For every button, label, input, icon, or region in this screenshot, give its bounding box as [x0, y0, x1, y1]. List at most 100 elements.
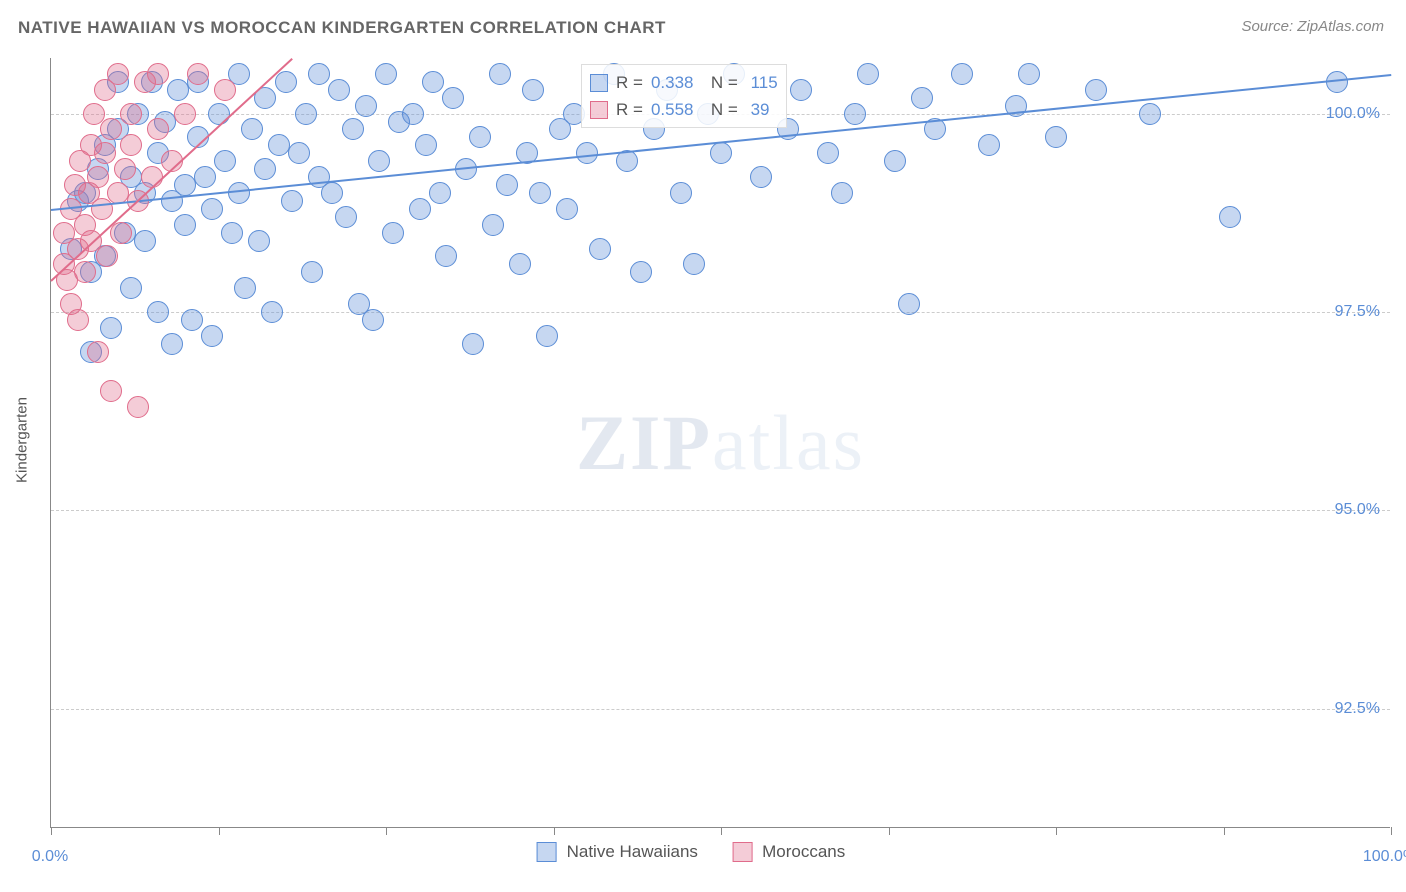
x-tick [889, 827, 890, 835]
data-point [589, 238, 611, 260]
data-point [208, 103, 230, 125]
data-point [529, 182, 551, 204]
data-point [831, 182, 853, 204]
data-point [415, 134, 437, 156]
data-point [100, 380, 122, 402]
data-point [187, 63, 209, 85]
data-point [442, 87, 464, 109]
data-point [174, 103, 196, 125]
data-point [83, 103, 105, 125]
data-point [482, 214, 504, 236]
data-point [301, 261, 323, 283]
data-point [1085, 79, 1107, 101]
data-point [100, 118, 122, 140]
data-point [261, 301, 283, 323]
x-tick [554, 827, 555, 835]
data-point [496, 174, 518, 196]
data-point [362, 309, 384, 331]
legend-swatch [732, 842, 752, 862]
data-point [295, 103, 317, 125]
x-tick-label: 0.0% [32, 848, 68, 866]
data-point [978, 134, 1000, 156]
data-point [683, 253, 705, 275]
x-tick-label: 100.0% [1363, 848, 1406, 866]
data-point [469, 126, 491, 148]
data-point [254, 158, 276, 180]
data-point [94, 142, 116, 164]
data-point [201, 198, 223, 220]
data-point [630, 261, 652, 283]
bottom-legend: Native Hawaiians Moroccans [537, 842, 870, 862]
data-point [288, 142, 310, 164]
legend-n-value: 115 [746, 69, 778, 96]
data-point [174, 214, 196, 236]
data-point [342, 118, 364, 140]
x-tick [51, 827, 52, 835]
data-point [248, 230, 270, 252]
data-point [817, 142, 839, 164]
data-point [409, 198, 431, 220]
x-tick [1224, 827, 1225, 835]
data-point [87, 341, 109, 363]
data-point [321, 182, 343, 204]
data-point [710, 142, 732, 164]
data-point [429, 182, 451, 204]
data-point [174, 174, 196, 196]
data-point [275, 71, 297, 93]
data-point [100, 317, 122, 339]
data-point [214, 79, 236, 101]
data-point [911, 87, 933, 109]
data-point [536, 325, 558, 347]
data-point [509, 253, 531, 275]
data-point [844, 103, 866, 125]
data-point [1219, 206, 1241, 228]
data-point [884, 150, 906, 172]
data-point [107, 63, 129, 85]
data-point [522, 79, 544, 101]
data-point [435, 245, 457, 267]
stats-legend-row: R =0.558 N = 39 [590, 96, 778, 123]
chart-container: NATIVE HAWAIIAN VS MOROCCAN KINDERGARTEN… [0, 0, 1406, 892]
x-tick [1391, 827, 1392, 835]
data-point [857, 63, 879, 85]
legend-r-value: 0.338 [651, 69, 694, 96]
gridline [51, 510, 1390, 511]
data-point [201, 325, 223, 347]
stats-legend-row: R =0.338 N = 115 [590, 69, 778, 96]
data-point [328, 79, 350, 101]
watermark: ZIPatlas [576, 398, 865, 488]
data-point [167, 79, 189, 101]
legend-swatch [590, 101, 608, 119]
data-point [147, 63, 169, 85]
watermark-light: atlas [712, 399, 865, 486]
data-point [74, 261, 96, 283]
data-point [234, 277, 256, 299]
y-tick-label: 92.5% [1335, 700, 1380, 718]
data-point [750, 166, 772, 188]
legend-swatch [590, 74, 608, 92]
data-point [281, 190, 303, 212]
data-point [214, 150, 236, 172]
data-point [489, 63, 511, 85]
data-point [1139, 103, 1161, 125]
data-point [87, 166, 109, 188]
data-point [898, 293, 920, 315]
data-point [355, 95, 377, 117]
gridline [51, 709, 1390, 710]
y-axis-label: Kindergarten [14, 397, 31, 483]
data-point [790, 79, 812, 101]
data-point [96, 245, 118, 267]
legend-r-label: R = [616, 96, 643, 123]
legend-swatch [537, 842, 557, 862]
data-point [181, 309, 203, 331]
data-point [194, 166, 216, 188]
legend-n-value: 39 [746, 96, 770, 123]
plot-area: ZIPatlas 92.5%95.0%97.5%100.0%R =0.338 N… [50, 58, 1390, 828]
data-point [147, 301, 169, 323]
stats-legend: R =0.338 N = 115R =0.558 N = 39 [581, 64, 787, 128]
y-tick-label: 100.0% [1326, 105, 1380, 123]
data-point [120, 134, 142, 156]
data-point [120, 103, 142, 125]
data-point [1018, 63, 1040, 85]
data-point [241, 118, 263, 140]
